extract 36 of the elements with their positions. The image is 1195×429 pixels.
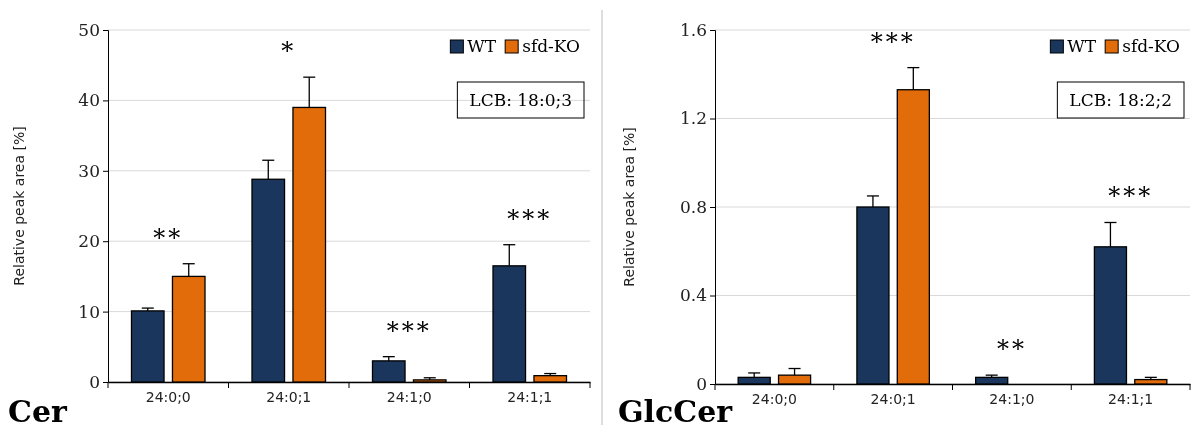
annotation: LCB: 18:0;3 — [469, 90, 572, 110]
x-tick-label: 24:1;1 — [507, 388, 553, 405]
text: GlcCer — [618, 394, 734, 429]
annotation: ** — [153, 223, 184, 252]
y-tick-label: 0.8 — [679, 196, 707, 217]
legend-label: WT — [467, 36, 497, 56]
y-tick-label: 0 — [89, 371, 100, 392]
annotation: *** — [507, 204, 553, 233]
y-tick-label: 20 — [78, 231, 100, 252]
x-tick-label: 24:1;1 — [1108, 390, 1154, 407]
annotation: * — [281, 37, 297, 66]
x-tick-label: 24:0;0 — [145, 388, 191, 405]
y-tick-label: 40 — [78, 90, 100, 111]
x-tick-label: 24:0;1 — [266, 388, 312, 405]
y-tick-label: 30 — [78, 160, 100, 181]
y-axis-title: Relative peak area [%] — [621, 127, 637, 287]
y-tick-label: 0 — [696, 373, 707, 394]
y-tick-label: 1.2 — [679, 108, 707, 129]
annotation: *** — [870, 27, 916, 56]
y-axis-title: Relative peak area [%] — [11, 126, 27, 286]
y-tick-label: 0.4 — [679, 285, 707, 306]
legend-label: sfd-KO — [1122, 36, 1180, 56]
annotation: *** — [1108, 182, 1154, 211]
x-tick-label: 24:1;0 — [989, 390, 1035, 407]
x-tick-label: 24:1;0 — [386, 388, 432, 405]
text: Cer — [8, 394, 68, 429]
annotation: LCB: 18:2;2 — [1069, 90, 1172, 110]
annotation: *** — [386, 316, 432, 345]
x-tick-label: 24:0;0 — [751, 390, 797, 407]
y-tick-label: 10 — [78, 301, 100, 322]
y-tick-label: 1.6 — [679, 19, 707, 40]
x-tick-label: 24:0;1 — [870, 390, 916, 407]
annotation: ** — [996, 335, 1027, 364]
legend-label: WT — [1067, 36, 1097, 56]
y-tick-label: 50 — [78, 19, 100, 40]
legend-label: sfd-KO — [522, 36, 580, 56]
